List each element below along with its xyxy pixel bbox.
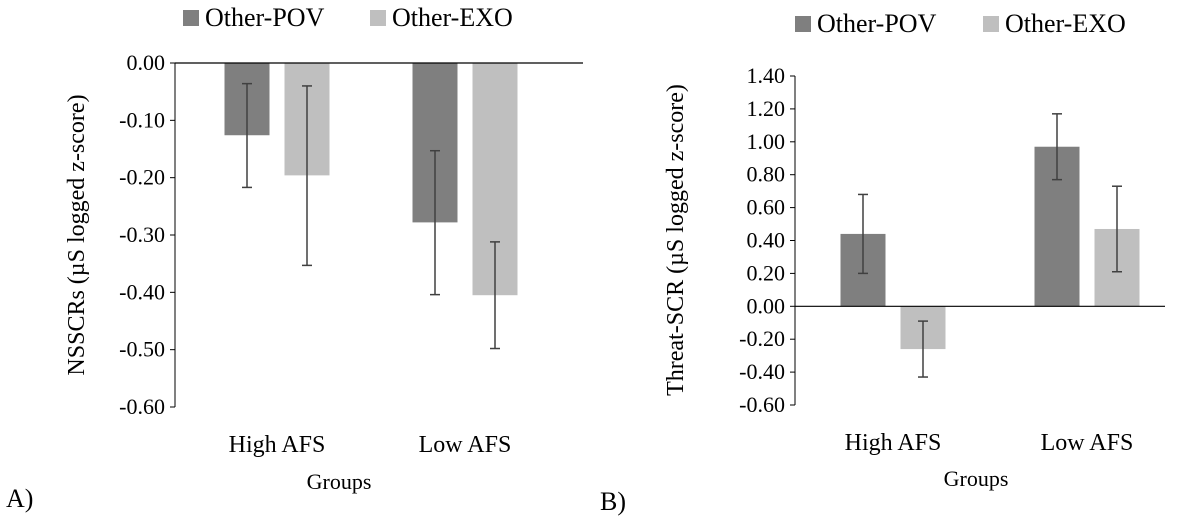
- y-tick-label: -0.20: [739, 326, 785, 351]
- y-tick-label: 0.40: [747, 228, 786, 253]
- legend-swatch: [795, 16, 811, 32]
- y-tick-label: 0.00: [127, 50, 166, 75]
- legend-label: Other-POV: [205, 3, 325, 32]
- legend-label: Other-EXO: [392, 3, 513, 32]
- y-tick-label: 0.20: [747, 260, 786, 285]
- x-tick-label: Low AFS: [1041, 430, 1134, 456]
- y-tick-label: 0.80: [747, 162, 786, 187]
- x-tick-label: High AFS: [229, 432, 326, 458]
- y-axis-title: Threat-SCR (µS logged z-score): [663, 84, 689, 396]
- y-tick-label: -0.10: [119, 107, 165, 132]
- y-axis-title: NSSCRs (µS logged z-score): [64, 94, 90, 375]
- x-tick-label: High AFS: [845, 430, 942, 456]
- legend-label: Other-POV: [817, 9, 937, 38]
- y-tick-label: 0.00: [747, 293, 786, 318]
- y-tick-label: 1.00: [747, 129, 786, 154]
- y-tick-label: -0.50: [119, 337, 165, 362]
- x-tick-label: Low AFS: [419, 432, 512, 458]
- y-tick-label: -0.30: [119, 222, 165, 247]
- legend-swatch: [183, 10, 199, 26]
- x-axis-title: Groups: [307, 469, 372, 494]
- legend-swatch: [370, 10, 386, 26]
- y-tick-label: -0.20: [119, 165, 165, 190]
- y-tick-label: -0.40: [739, 359, 785, 384]
- y-tick-label: -0.40: [119, 279, 165, 304]
- y-tick-label: 1.40: [747, 63, 786, 88]
- y-tick-label: -0.60: [119, 394, 165, 419]
- panel-label: A): [6, 484, 33, 513]
- panel-label: B): [600, 487, 626, 516]
- y-tick-label: -0.60: [739, 392, 785, 417]
- chart-b: 1.40 1.20 1.00 0.80 0.60 0.40 0.20 0.00 -0.20 -0.…: [600, 9, 1165, 516]
- y-tick-label: 0.60: [747, 195, 786, 220]
- chart-a: 0.00 -0.10 -0.20 -0.30 -0.40 -0.50 -0.60 High A…: [6, 3, 583, 513]
- legend-label: Other-EXO: [1005, 9, 1126, 38]
- x-axis-title: Groups: [944, 466, 1009, 491]
- y-tick-label: 1.20: [747, 96, 786, 121]
- legend-swatch: [983, 16, 999, 32]
